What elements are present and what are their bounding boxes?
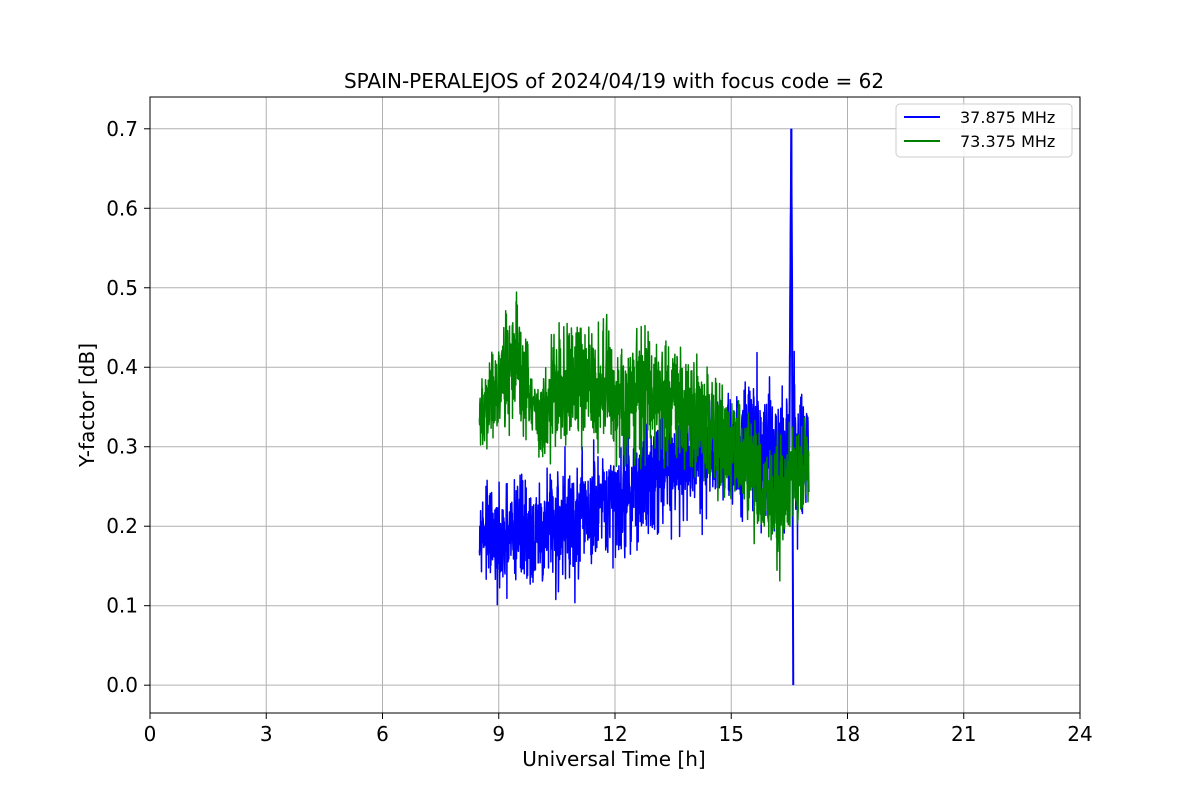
x-tick-label: 12 xyxy=(602,722,627,746)
y-tick-label: 0.5 xyxy=(106,276,138,300)
series-1-spike xyxy=(790,128,795,686)
y-axis-label: Y-factor [dB] xyxy=(75,343,99,468)
y-tick-label: 0.0 xyxy=(106,673,138,697)
y-tick-label: 0.7 xyxy=(106,117,138,141)
plot-area xyxy=(478,128,810,686)
y-tick-label: 0.4 xyxy=(106,355,138,379)
legend-label-series-2: 73.375 MHz xyxy=(960,132,1055,151)
legend: 37.875 MHz 73.375 MHz xyxy=(895,103,1073,158)
x-tick-label: 0 xyxy=(144,722,157,746)
y-tick-label: 0.2 xyxy=(106,514,138,538)
x-tick-label: 6 xyxy=(376,722,389,746)
x-tick-label: 21 xyxy=(951,722,976,746)
y-tick-label: 0.1 xyxy=(106,594,138,618)
x-axis-ticks: 0 3 6 9 12 15 18 21 24 xyxy=(144,713,1093,746)
legend-label-series-1: 37.875 MHz xyxy=(960,108,1055,127)
x-tick-label: 9 xyxy=(492,722,505,746)
y-axis-ticks: 0.0 0.1 0.2 0.3 0.4 0.5 0.6 0.7 xyxy=(106,117,150,697)
y-tick-label: 0.3 xyxy=(106,435,138,459)
x-tick-label: 3 xyxy=(260,722,273,746)
x-tick-label: 18 xyxy=(835,722,860,746)
x-axis-label: Universal Time [h] xyxy=(522,747,705,771)
x-tick-label: 24 xyxy=(1067,722,1092,746)
series-line-2 xyxy=(478,291,810,582)
x-tick-label: 15 xyxy=(719,722,744,746)
chart-title: SPAIN-PERALEJOS of 2024/04/19 with focus… xyxy=(344,69,884,93)
y-tick-label: 0.6 xyxy=(106,196,138,220)
